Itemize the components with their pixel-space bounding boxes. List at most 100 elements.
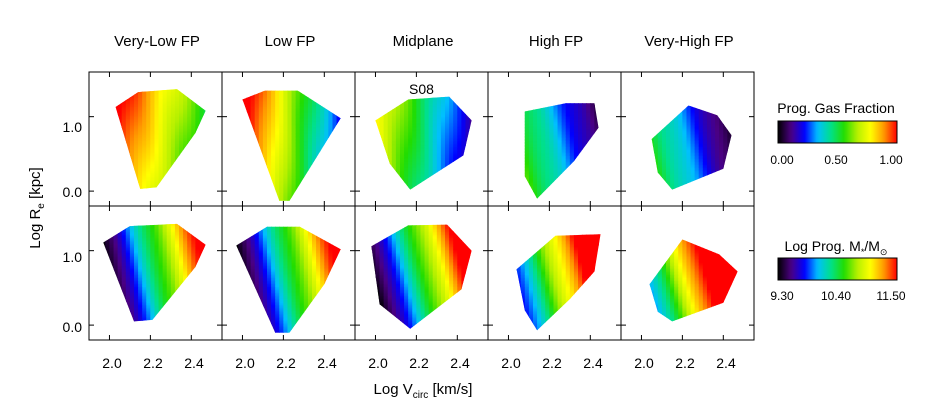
heatmap-cell <box>162 100 168 103</box>
heatmap-cell <box>262 171 268 174</box>
heatmap-cell <box>230 157 235 159</box>
heatmap-cell <box>170 159 176 162</box>
heatmap-cell <box>118 76 123 78</box>
heatmap-cell <box>222 161 227 163</box>
heatmap-cell <box>97 138 102 140</box>
heatmap-cell <box>109 158 114 160</box>
heatmap-cell <box>279 137 284 140</box>
heatmap-cell <box>187 116 192 119</box>
heatmap-cell <box>134 76 139 78</box>
heatmap-cell <box>166 128 172 131</box>
heatmap-cell <box>267 139 272 142</box>
heatmap-cell <box>146 89 151 92</box>
heatmap-cell <box>150 104 156 107</box>
heatmap-cell <box>199 89 205 92</box>
heatmap-cell <box>162 125 168 128</box>
heatmap-cell <box>146 190 151 192</box>
heatmap-cell <box>179 131 184 134</box>
heatmap-cell <box>134 124 139 127</box>
heatmap-cell <box>234 151 239 153</box>
heatmap-cell <box>154 165 160 168</box>
heatmap-cell <box>203 170 206 173</box>
heatmap-cell <box>299 113 305 116</box>
heatmap-cell <box>105 149 110 151</box>
heatmap-cell <box>101 173 106 175</box>
heatmap-cell <box>212 191 217 193</box>
heatmap-cell <box>187 167 192 170</box>
heatmap-cell <box>97 85 102 87</box>
heatmap-cell <box>183 106 188 109</box>
heatmap-cell <box>89 148 94 150</box>
heatmap-cell <box>121 133 127 136</box>
heatmap-cell <box>115 141 119 145</box>
heatmap-cell <box>242 136 248 139</box>
heatmap-cell <box>125 130 131 133</box>
heatmap-cell <box>208 197 213 199</box>
heatmap-cell <box>191 81 196 83</box>
heatmap-cell <box>283 124 289 127</box>
heatmap-cell <box>138 167 143 170</box>
heatmap-cell <box>226 146 231 148</box>
heatmap-cell <box>242 79 247 81</box>
heatmap-cell <box>183 78 188 80</box>
heatmap-cell <box>242 194 244 197</box>
heatmap-cell <box>166 156 172 159</box>
heatmap-cell <box>212 81 217 83</box>
heatmap-cell <box>242 81 247 83</box>
heatmap-cell <box>287 189 293 192</box>
heatmap-cell <box>154 167 160 170</box>
heatmap-cell <box>195 158 201 161</box>
heatmap-cell <box>191 165 196 168</box>
heatmap-cell <box>146 155 151 158</box>
heatmap-cell <box>307 189 313 192</box>
heatmap-cell <box>101 93 106 95</box>
heatmap-cell <box>246 174 252 177</box>
heatmap-cell <box>121 188 127 189</box>
heatmap-cell <box>109 184 114 186</box>
heatmap-cell <box>283 76 288 78</box>
heatmap-cell <box>258 134 264 137</box>
heatmap-cell <box>109 75 114 77</box>
heatmap-cell <box>299 121 305 124</box>
heatmap-cell <box>183 203 188 205</box>
heatmap-cell <box>208 115 213 117</box>
heatmap-cell <box>118 193 123 195</box>
heatmap-cell <box>142 164 147 167</box>
heatmap-cell <box>150 155 156 158</box>
heatmap-cell <box>287 170 293 173</box>
heatmap-cell <box>242 140 248 143</box>
heatmap-cell <box>130 202 135 204</box>
heatmap-cell <box>267 100 272 103</box>
heatmap-cell <box>97 197 102 199</box>
heatmap-cell <box>195 174 201 177</box>
heatmap-cell <box>134 159 139 162</box>
heatmap-cell <box>114 79 119 81</box>
heatmap-cell <box>138 75 143 77</box>
heatmap-cell <box>287 113 293 116</box>
heatmap-cell <box>109 157 114 159</box>
heatmap-cell <box>208 93 213 95</box>
heatmap-cell <box>199 137 205 140</box>
heatmap-cell <box>275 131 280 134</box>
heatmap-cell <box>254 91 260 94</box>
heatmap-cell <box>158 121 164 124</box>
heatmap-cell <box>158 131 164 134</box>
heatmap-cell <box>179 162 184 165</box>
heatmap-cell <box>146 106 151 109</box>
heatmap-cell <box>129 116 135 119</box>
heatmap-cell <box>279 152 284 155</box>
heatmap-cell <box>267 119 272 122</box>
heatmap-cell <box>262 147 268 151</box>
heatmap-cell <box>279 104 284 107</box>
heatmap-cell <box>97 191 102 193</box>
heatmap-cell <box>262 118 268 121</box>
heatmap-cell <box>129 174 135 177</box>
heatmap-cell <box>105 130 110 132</box>
heatmap-cell <box>242 161 248 164</box>
heatmap-cell <box>109 136 114 138</box>
heatmap-cell <box>101 106 106 108</box>
heatmap-cell <box>109 84 114 86</box>
heatmap-cell <box>195 97 201 100</box>
heatmap-cell <box>150 170 156 173</box>
heatmap-cell <box>187 190 192 192</box>
